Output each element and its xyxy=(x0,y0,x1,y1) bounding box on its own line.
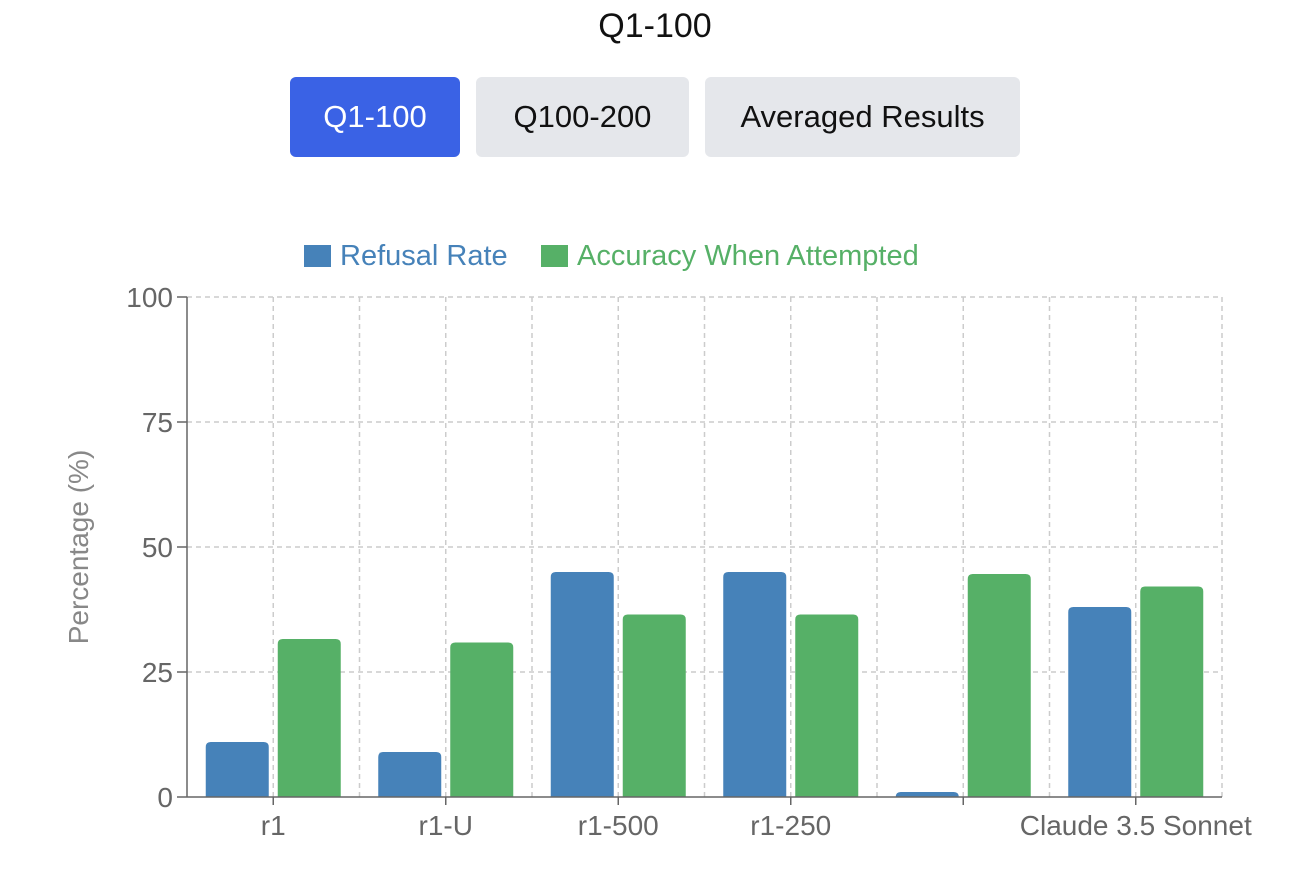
tab-q1-100[interactable]: Q1-100 xyxy=(290,77,460,157)
bar-refusal-rate[interactable] xyxy=(205,742,269,797)
x-tick-label: r1-250 xyxy=(750,810,831,841)
bar-accuracy-when-attempted[interactable] xyxy=(622,614,686,798)
page-title: Q1-100 xyxy=(598,7,712,45)
y-tick-label: 75 xyxy=(142,407,173,438)
x-tick-label: Claude 3.5 Sonnet xyxy=(1020,810,1252,841)
bar-refusal-rate[interactable] xyxy=(1068,607,1132,797)
y-tick-label: 50 xyxy=(142,532,173,563)
chart-grid xyxy=(187,296,1223,797)
chart-bars xyxy=(205,572,1204,798)
chart-legend: Refusal Rate Accuracy When Attempted xyxy=(304,240,919,272)
bar-refusal-rate[interactable] xyxy=(723,572,787,797)
bar-accuracy-when-attempted[interactable] xyxy=(450,642,514,798)
tab-bar: Q1-100 Q100-200 Averaged Results xyxy=(290,77,1020,157)
y-tick-label: 100 xyxy=(126,282,173,313)
x-tick-label: r1 xyxy=(261,810,286,841)
bar-refusal-rate[interactable] xyxy=(550,572,614,797)
bar-accuracy-when-attempted[interactable] xyxy=(795,614,859,798)
bar-accuracy-when-attempted[interactable] xyxy=(967,574,1031,797)
legend-label-accuracy-when-attempted[interactable]: Accuracy When Attempted xyxy=(577,240,919,272)
bar-refusal-rate[interactable] xyxy=(378,752,442,797)
legend-label-refusal-rate[interactable]: Refusal Rate xyxy=(340,240,508,272)
x-tick-label: r1-U xyxy=(419,810,473,841)
y-axis-title: Percentage (%) xyxy=(63,450,94,645)
bar-refusal-rate[interactable] xyxy=(895,792,959,797)
chart-axes: 0 25 50 75 100 r1 r1-U r1-500 r1-250 Claude 3.5 S… xyxy=(126,282,1252,841)
y-tick-label: 0 xyxy=(157,782,173,813)
bar-accuracy-when-attempted[interactable] xyxy=(1140,586,1204,798)
tab-q100-200[interactable]: Q100-200 xyxy=(476,77,689,157)
tab-averaged-results[interactable]: Averaged Results xyxy=(705,77,1020,157)
x-tick-label: r1-500 xyxy=(578,810,659,841)
legend-swatch-refusal-rate xyxy=(304,245,331,267)
y-tick-label: 25 xyxy=(142,657,173,688)
bar-accuracy-when-attempted[interactable] xyxy=(277,639,341,797)
legend-swatch-accuracy xyxy=(541,245,568,267)
